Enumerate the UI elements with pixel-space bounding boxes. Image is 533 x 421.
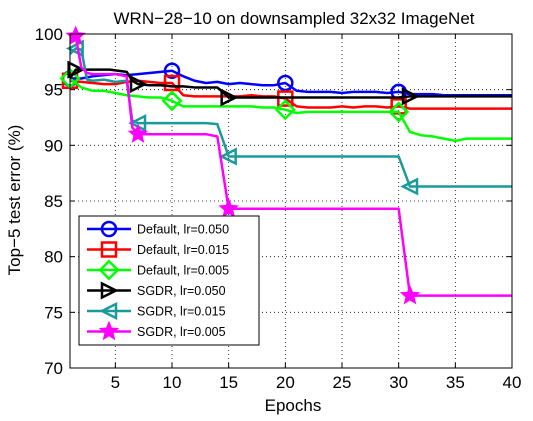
y-tick-label: 70 — [44, 359, 63, 378]
series-marker — [127, 123, 149, 143]
legend-label: SGDR, lr=0.050 — [137, 284, 226, 298]
legend-label: Default, lr=0.015 — [137, 243, 229, 257]
series-line — [69, 34, 512, 297]
legend-entry: SGDR, lr=0.005 — [87, 320, 226, 341]
y-tick-label: 90 — [44, 136, 63, 155]
series-marker — [274, 99, 296, 121]
x-axis-label: Epochs — [265, 396, 322, 415]
legend-label: SGDR, lr=0.015 — [137, 305, 226, 319]
legend-label: Default, lr=0.005 — [137, 264, 229, 278]
legend-entry: Default, lr=0.050 — [87, 220, 229, 238]
series-marker — [401, 87, 420, 106]
chart-title: WRN−28−10 on downsampled 32x32 ImageNet — [114, 9, 475, 28]
series-marker — [399, 284, 421, 305]
legend: Default, lr=0.050 Default, lr=0.015 Defaul… — [78, 215, 260, 346]
y-tick-label: 80 — [44, 248, 63, 267]
x-tick-label: 10 — [163, 373, 182, 392]
series-sgdr-0050 — [67, 60, 512, 107]
grid — [70, 34, 512, 368]
series-marker — [67, 60, 86, 79]
x-tick-label: 15 — [219, 373, 238, 392]
x-tick-label: 20 — [276, 373, 295, 392]
legend-swatch-marker — [99, 301, 118, 321]
series-marker — [400, 177, 419, 196]
series-default-0005 — [59, 68, 512, 143]
legend-label: Default, lr=0.050 — [137, 223, 229, 237]
legend-entry: Default, lr=0.005 — [87, 259, 229, 281]
series-marker — [218, 147, 237, 166]
legend-swatch-marker — [98, 320, 120, 341]
x-tick-label: 25 — [333, 373, 352, 392]
series-group — [59, 25, 512, 305]
tick-labels: 5 10 15 20 25 30 35 40 70 75 80 85 90 95 100 — [35, 25, 522, 392]
series-marker — [163, 62, 181, 79]
legend-swatch-marker — [100, 281, 119, 300]
y-tick-label: 85 — [44, 192, 63, 211]
axes — [69, 33, 513, 369]
x-tick-label: 5 — [111, 373, 120, 392]
legend-label: SGDR, lr=0.005 — [137, 325, 226, 339]
legend-entry: Default, lr=0.015 — [87, 241, 229, 258]
y-tick-label: 100 — [35, 25, 63, 44]
legend-swatch-marker — [100, 220, 118, 238]
series-marker — [277, 74, 294, 92]
series-marker — [388, 101, 410, 123]
legend-swatch-marker — [100, 241, 118, 258]
series-marker — [218, 198, 239, 218]
x-tick-label: 40 — [503, 373, 522, 392]
legend-swatch-marker — [98, 259, 120, 281]
series-marker — [163, 74, 181, 92]
y-axis-label: Top−5 test error (%) — [5, 125, 24, 276]
x-tick-label: 35 — [446, 373, 465, 392]
legend-entry: SGDR, lr=0.050 — [87, 281, 226, 300]
series-marker — [161, 90, 183, 112]
series-sgdr-0005 — [65, 25, 512, 305]
series-line — [69, 79, 512, 110]
series-marker — [65, 39, 84, 58]
series-marker — [65, 25, 86, 45]
legend-entry: SGDR, lr=0.015 — [87, 301, 226, 321]
series-marker — [220, 88, 239, 107]
y-tick-label: 95 — [44, 81, 63, 100]
x-tick-label: 30 — [389, 373, 408, 392]
series-marker — [129, 75, 148, 94]
y-tick-label: 75 — [44, 303, 63, 322]
